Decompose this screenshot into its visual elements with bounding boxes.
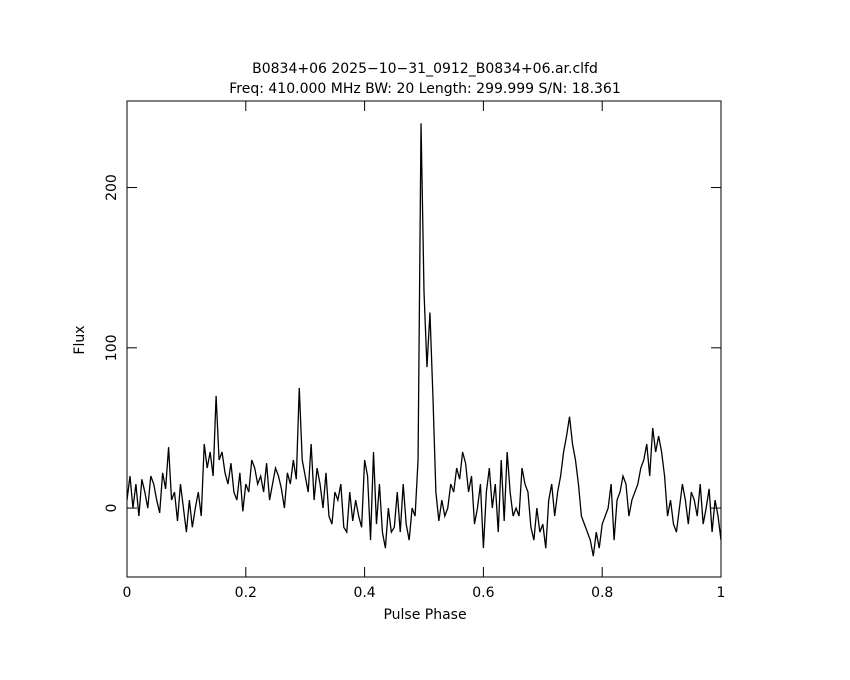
plot-frame xyxy=(126,100,722,578)
x-axis-label: Pulse Phase xyxy=(383,607,466,623)
profile-line xyxy=(126,123,722,557)
chart-subtitle: Freq: 410.000 MHz BW: 20 Length: 299.999… xyxy=(229,81,621,97)
x-tick-label: 0.2 xyxy=(235,585,257,601)
x-tick-label: 0.6 xyxy=(472,585,494,601)
x-tick-label: 0.8 xyxy=(591,585,613,601)
y-tick-label: 0 xyxy=(104,504,120,513)
y-tick-label: 200 xyxy=(104,174,120,201)
x-tick-label: 0.4 xyxy=(353,585,375,601)
y-axis-label: Flux xyxy=(72,325,88,354)
x-tick-label: 1 xyxy=(717,585,726,601)
x-tick-label: 0 xyxy=(123,585,132,601)
y-tick-label: 100 xyxy=(104,334,120,361)
chart-title: B0834+06 2025−10−31_0912_B0834+06.ar.clf… xyxy=(252,61,598,77)
